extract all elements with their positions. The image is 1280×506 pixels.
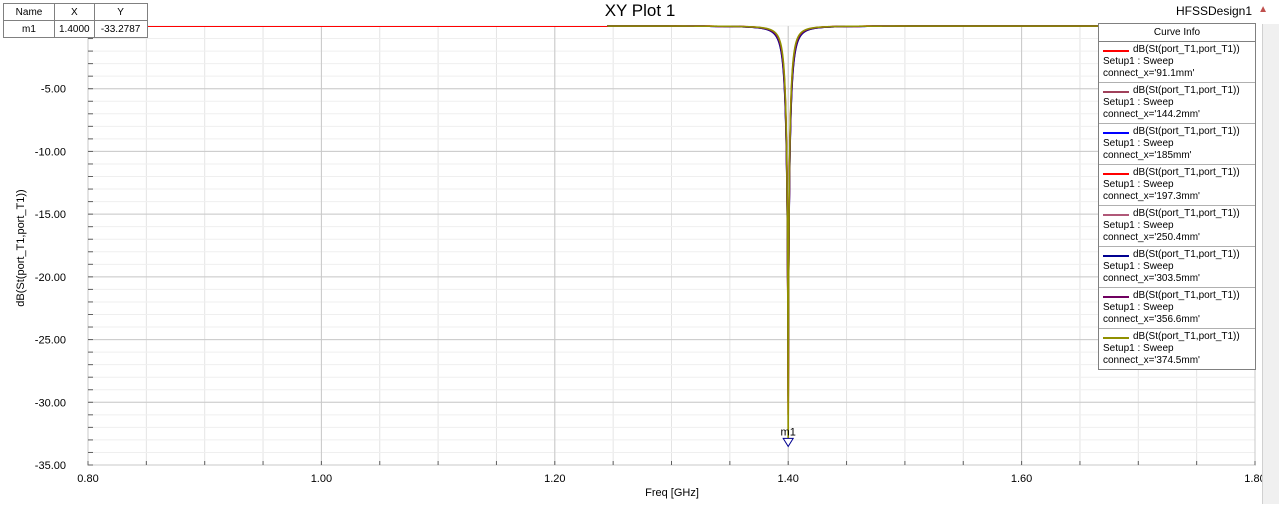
legend-setup: Setup1 : Sweep bbox=[1103, 261, 1174, 272]
legend-series-name: dB(St(port_T1,port_T1)) bbox=[1133, 208, 1240, 219]
marker-row-name: m1 bbox=[3, 20, 55, 38]
grid bbox=[87, 25, 1256, 466]
legend-title: Curve Info bbox=[1099, 24, 1255, 42]
legend-entry-1[interactable]: dB(St(port_T1,port_T1)) Setup1 : Sweep con… bbox=[1099, 42, 1255, 83]
marker-row-x: 1.4000 bbox=[54, 20, 95, 38]
legend-series-name: dB(St(port_T1,port_T1)) bbox=[1133, 249, 1240, 260]
x-tick-label: 1.40 bbox=[777, 473, 798, 485]
legend-swatch bbox=[1103, 214, 1129, 216]
legend-param: connect_x='303.5mm' bbox=[1103, 273, 1200, 284]
legend-series-name: dB(St(port_T1,port_T1)) bbox=[1133, 126, 1240, 137]
legend-series-name: dB(St(port_T1,port_T1)) bbox=[1133, 85, 1240, 96]
y-tick-label: -10.00 bbox=[35, 146, 66, 158]
x-tick-label: 1.80 bbox=[1244, 473, 1262, 485]
marker-table[interactable]: Name X Y m1 1.4000 -33.2787 bbox=[3, 3, 148, 38]
marker-m1[interactable]: m1 bbox=[781, 426, 796, 448]
x-tick-label: 1.60 bbox=[1011, 473, 1032, 485]
legend-param: connect_x='91.1mm' bbox=[1103, 68, 1195, 79]
legend-setup: Setup1 : Sweep bbox=[1103, 302, 1174, 313]
legend-param: connect_x='144.2mm' bbox=[1103, 109, 1200, 120]
y-tick-label: -20.00 bbox=[35, 272, 66, 284]
legend-series-name: dB(St(port_T1,port_T1)) bbox=[1133, 290, 1240, 301]
legend-entry-5[interactable]: dB(St(port_T1,port_T1)) Setup1 : Sweep con… bbox=[1099, 206, 1255, 247]
legend-series-name: dB(St(port_T1,port_T1)) bbox=[1133, 167, 1240, 178]
legend-setup: Setup1 : Sweep bbox=[1103, 97, 1174, 108]
x-tick-label: 1.20 bbox=[544, 473, 565, 485]
legend-swatch bbox=[1103, 173, 1129, 175]
design-name: HFSSDesign1 bbox=[1175, 4, 1252, 18]
legend-swatch bbox=[1103, 91, 1129, 93]
legend-entry-4[interactable]: dB(St(port_T1,port_T1)) Setup1 : Sweep con… bbox=[1099, 165, 1255, 206]
y-tick-label: -35.00 bbox=[35, 460, 66, 472]
marker-col-y: Y bbox=[93, 3, 148, 21]
y-tick-label: -25.00 bbox=[35, 335, 66, 347]
marker-col-name: Name bbox=[3, 3, 55, 21]
legend-setup: Setup1 : Sweep bbox=[1103, 343, 1174, 354]
legend-param: connect_x='356.6mm' bbox=[1103, 314, 1200, 325]
legend-setup: Setup1 : Sweep bbox=[1103, 179, 1174, 190]
legend-entry-8[interactable]: dB(St(port_T1,port_T1)) Setup1 : Sweep con… bbox=[1099, 329, 1255, 370]
vertical-scrollbar[interactable] bbox=[1262, 24, 1279, 504]
legend-swatch bbox=[1103, 296, 1129, 298]
legend-curve-info[interactable]: Curve Info dB(St(port_T1,port_T1)) Setup1… bbox=[1098, 23, 1256, 370]
legend-entry-7[interactable]: dB(St(port_T1,port_T1)) Setup1 : Sweep con… bbox=[1099, 288, 1255, 329]
legend-param: connect_x='374.5mm' bbox=[1103, 355, 1200, 366]
x-tick-label: 1.00 bbox=[311, 473, 332, 485]
legend-entry-2[interactable]: dB(St(port_T1,port_T1)) Setup1 : Sweep con… bbox=[1099, 83, 1255, 124]
series-lines bbox=[88, 25, 1256, 444]
legend-swatch bbox=[1103, 132, 1129, 134]
legend-series-name: dB(St(port_T1,port_T1)) bbox=[1133, 44, 1240, 55]
collapse-arrow-icon[interactable]: ▲ bbox=[1258, 4, 1268, 15]
x-axis-title: Freq [GHz] bbox=[645, 487, 699, 499]
marker-table-header: Name X Y bbox=[3, 3, 148, 21]
marker-triangle[interactable] bbox=[782, 437, 795, 448]
y-tick-label: -15.00 bbox=[35, 209, 66, 221]
y-tick-label: -30.00 bbox=[35, 397, 66, 409]
marker-col-x: X bbox=[54, 3, 95, 21]
legend-swatch bbox=[1103, 255, 1129, 257]
legend-entry-3[interactable]: dB(St(port_T1,port_T1)) Setup1 : Sweep con… bbox=[1099, 124, 1255, 165]
legend-setup: Setup1 : Sweep bbox=[1103, 220, 1174, 231]
legend-param: connect_x='197.3mm' bbox=[1103, 191, 1200, 202]
legend-swatch bbox=[1103, 50, 1129, 52]
legend-entry-6[interactable]: dB(St(port_T1,port_T1)) Setup1 : Sweep con… bbox=[1099, 247, 1255, 288]
marker-row[interactable]: m1 1.4000 -33.2787 bbox=[3, 20, 148, 38]
y-tick-label: -5.00 bbox=[41, 84, 66, 96]
y-axis-title: dB(St(port_T1,port_T1)) bbox=[15, 189, 27, 306]
marker-row-y: -33.2787 bbox=[93, 20, 148, 38]
legend-setup: Setup1 : Sweep bbox=[1103, 56, 1174, 67]
legend-param: connect_x='185mm' bbox=[1103, 150, 1192, 161]
legend-swatch bbox=[1103, 337, 1129, 339]
legend-series-name: dB(St(port_T1,port_T1)) bbox=[1133, 331, 1240, 342]
axes: 0.80 1.00 1.20 1.40 1.60 1.80 -5.00 -10.00 -15.0… bbox=[35, 25, 1262, 485]
legend-setup: Setup1 : Sweep bbox=[1103, 138, 1174, 149]
marker-label: m1 bbox=[781, 426, 796, 438]
x-tick-label: 0.80 bbox=[77, 473, 98, 485]
legend-param: connect_x='250.4mm' bbox=[1103, 232, 1200, 243]
